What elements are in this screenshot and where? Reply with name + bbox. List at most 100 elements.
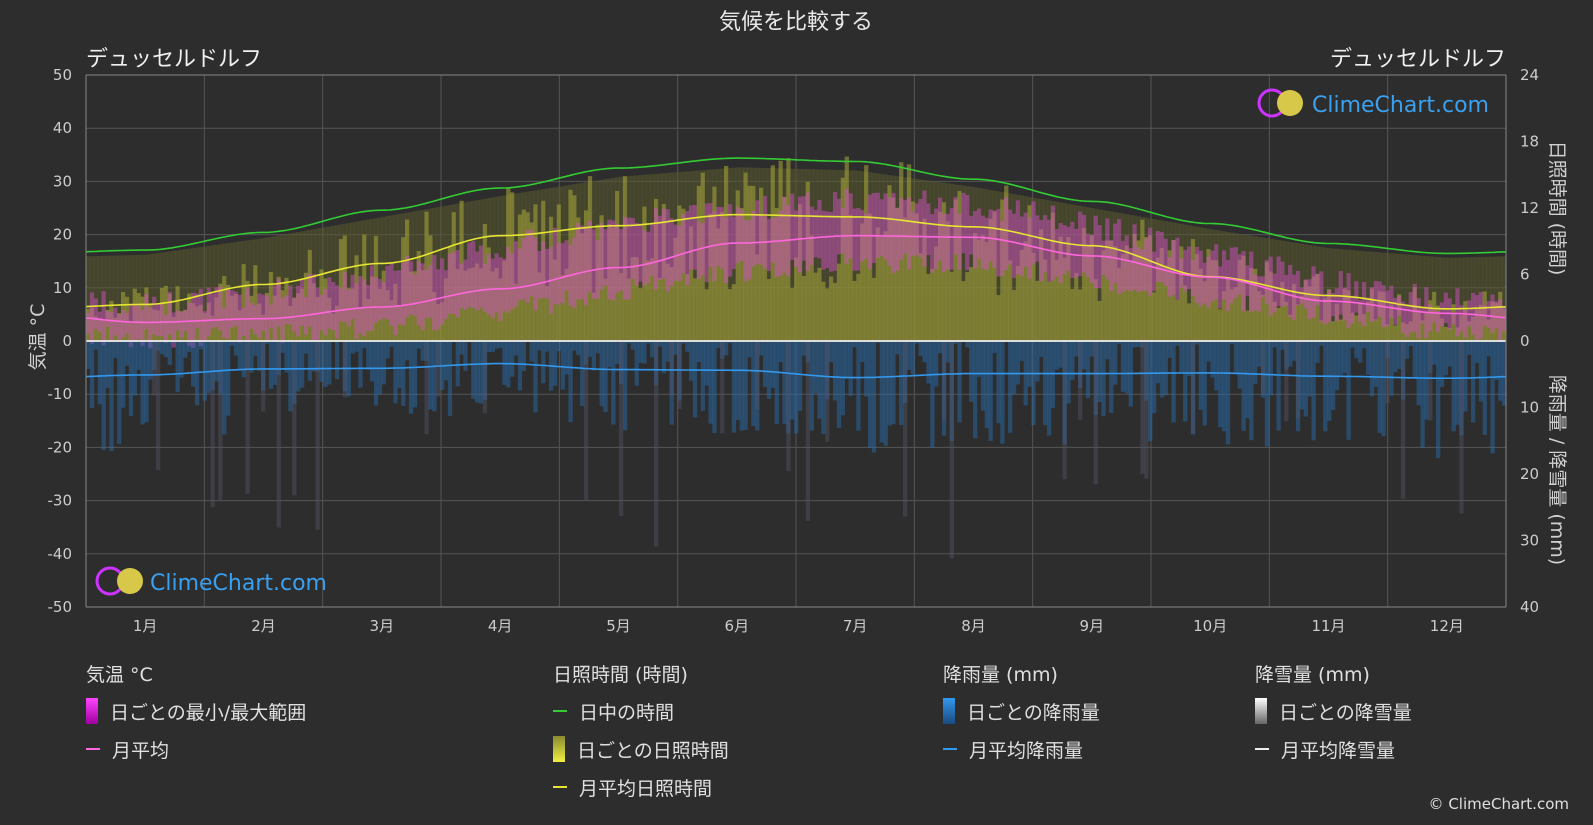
rain-bar	[436, 341, 441, 365]
temp-range-bar	[836, 198, 842, 255]
temp-range-bar	[1070, 221, 1075, 279]
rain-bar	[144, 341, 149, 423]
temp-range-bar	[416, 261, 421, 326]
rain-bar	[595, 341, 600, 354]
rain-bar	[1482, 341, 1487, 435]
rain-bar	[478, 341, 484, 404]
temp-range-bar	[296, 285, 301, 337]
rain-bar	[1490, 341, 1495, 454]
temp-range-bar	[751, 211, 756, 267]
temp-range-bar	[408, 261, 414, 315]
temp-range-bar	[1214, 244, 1219, 300]
rain-bar	[1222, 341, 1227, 432]
sunshine-bar	[1486, 319, 1491, 341]
snow-mean-swatch	[1255, 748, 1269, 750]
rain-bar	[1190, 341, 1196, 434]
temp-range-bar	[1237, 254, 1242, 295]
rain-bar	[1175, 341, 1180, 346]
sunshine-bar	[895, 207, 900, 341]
temp-range-bar	[159, 303, 165, 337]
sunshine-bar	[673, 237, 678, 341]
sunshine-bar	[638, 288, 643, 341]
temp-range-bar	[856, 207, 861, 271]
temp-range-bar	[914, 203, 919, 255]
rain-bar	[599, 341, 604, 407]
rain-bar	[704, 341, 709, 386]
rain-bar	[696, 341, 702, 362]
daylight-bar	[237, 241, 243, 341]
rain-bar	[1311, 341, 1316, 441]
temp-range-bar	[93, 298, 99, 330]
rain-bar	[97, 341, 102, 405]
rain-bar	[1416, 341, 1421, 406]
rain-bar	[762, 341, 768, 387]
temp-range-bar	[1054, 229, 1060, 277]
temp-range-bar	[1171, 240, 1176, 296]
temp-range-bar	[1043, 215, 1048, 273]
daylight-bar	[280, 234, 285, 341]
rain-bar	[712, 341, 717, 434]
legend-item: 月平均日照時間	[553, 774, 729, 800]
temp-range-bar	[1011, 213, 1017, 279]
rain-bar	[973, 341, 978, 439]
rain-bar	[1369, 341, 1375, 397]
tick-left: 40	[53, 119, 72, 137]
temp-range-bar	[622, 217, 628, 300]
rain-bar	[817, 341, 822, 419]
sunshine-bar	[1397, 294, 1402, 341]
tick-right-bottom: 30	[1520, 532, 1539, 550]
sunshine-bar	[650, 258, 655, 341]
rain-bar	[1307, 341, 1312, 397]
sunshine-bar	[984, 242, 989, 341]
rain-bar	[1260, 341, 1266, 398]
temp-range-bar	[973, 210, 978, 269]
daylight-bar	[183, 249, 188, 341]
rain-bar	[883, 341, 888, 446]
sunshine-bar	[1054, 259, 1060, 341]
temp-range-bar	[646, 231, 651, 284]
temp-range-bar	[1408, 292, 1414, 333]
sunshine-bar	[1467, 321, 1472, 341]
temp-range-bar	[377, 279, 383, 321]
rain-bar	[700, 341, 705, 411]
rain-bar	[568, 341, 573, 423]
rain-bar	[432, 341, 437, 412]
rain-bar	[397, 341, 402, 388]
sunshine-bar	[1218, 309, 1223, 341]
temp-range-bar	[482, 263, 488, 312]
temp-range-bar	[716, 207, 721, 266]
rain-bar	[89, 341, 95, 408]
temp-range-bar	[887, 197, 892, 266]
sunshine-bar	[766, 278, 772, 341]
temp-range-bar	[1155, 231, 1161, 283]
sunshine-bar	[1447, 327, 1452, 341]
rain-bar	[1338, 341, 1344, 376]
sunshine-bar	[755, 254, 760, 341]
rain-bar	[366, 341, 371, 370]
rain-bar	[1295, 341, 1301, 432]
rain-bar	[836, 341, 842, 428]
tick-right-top: 0	[1520, 332, 1530, 350]
rain-bar	[1183, 341, 1188, 422]
sunshine-bar	[681, 208, 686, 341]
daylight-bar	[836, 169, 842, 341]
rain-bar	[1163, 341, 1168, 396]
rain-bar	[537, 341, 542, 351]
rain-bar	[323, 341, 328, 388]
rain-bar	[1358, 341, 1363, 363]
rain-bar	[1327, 341, 1332, 421]
rain-bar	[739, 341, 744, 431]
rain-bar	[1397, 341, 1402, 369]
temp-range-bar	[1233, 247, 1238, 299]
tick-month: 11月	[1311, 617, 1345, 635]
rain-bar	[790, 341, 795, 420]
sunshine-bar	[883, 231, 888, 341]
rain-bar	[284, 341, 289, 373]
temp-range-bar	[222, 308, 227, 338]
rain-bar	[1350, 341, 1355, 348]
legend-label: 日ごとの日照時間	[577, 739, 729, 762]
rain-bar	[891, 341, 896, 425]
temp-range-bar	[852, 208, 857, 271]
temp-range-bar	[1081, 214, 1087, 273]
rain-bar	[689, 341, 694, 381]
